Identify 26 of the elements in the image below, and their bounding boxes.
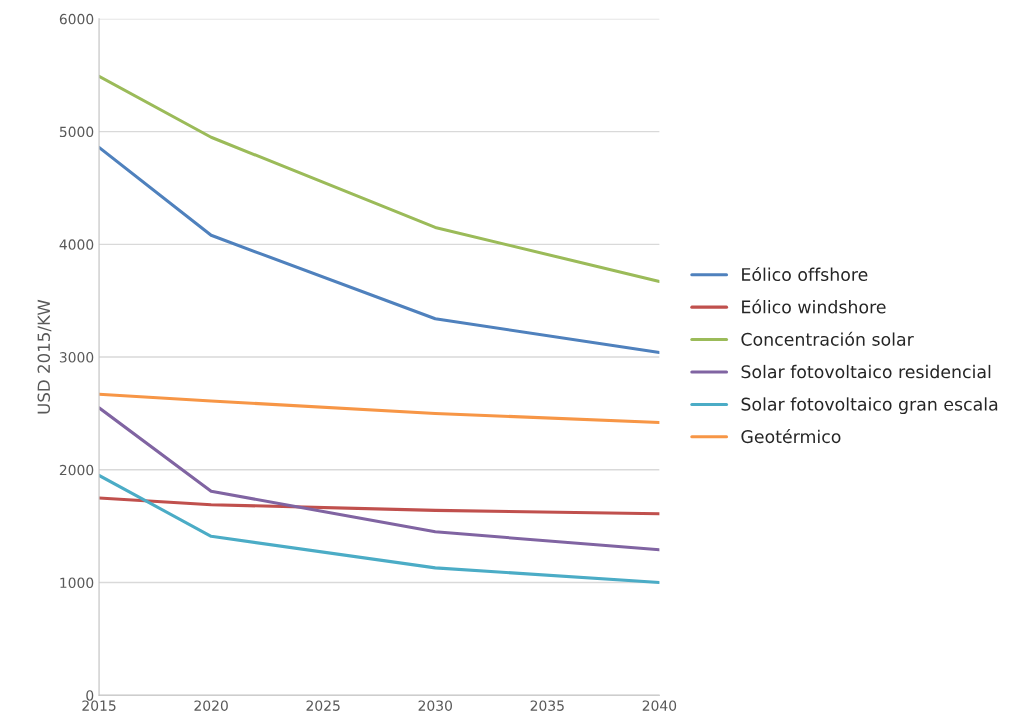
legend-label: Concentración solar [741,331,914,346]
y-tick-label: 4000 [59,239,94,250]
legend-label: Solar fotovoltaico residencial [741,364,991,379]
line-series [99,145,660,355]
y-tick-label: 0 [86,690,94,701]
x-tick-label: 2040 [642,700,677,711]
x-tick-label: 2035 [530,700,564,711]
x-tick-label: 2025 [306,700,340,711]
y-tick-label: 6000 [59,13,94,25]
y-tick-label: 5000 [59,126,94,138]
y-tick-label: 1000 [60,577,94,589]
line-series [99,406,660,552]
line-series [99,74,660,284]
x-tick-label: 2030 [418,700,452,711]
y-tick-label: 2000 [59,464,94,476]
line-series [99,392,660,424]
x-tick-label: 2020 [194,700,228,711]
y-tick-label: 3000 [59,352,94,363]
y-axis-title: USD 2015/KW [37,299,52,414]
x-tick-label: 2015 [82,700,116,711]
legend-label: Solar fotovoltaico gran escala [741,397,998,415]
legend-label: Eólico offshore [742,266,868,282]
line-series [99,496,660,516]
line-series [99,473,660,585]
legend-label: Eólico windshore [742,299,886,314]
legend-label: Geotérmico [741,429,841,444]
